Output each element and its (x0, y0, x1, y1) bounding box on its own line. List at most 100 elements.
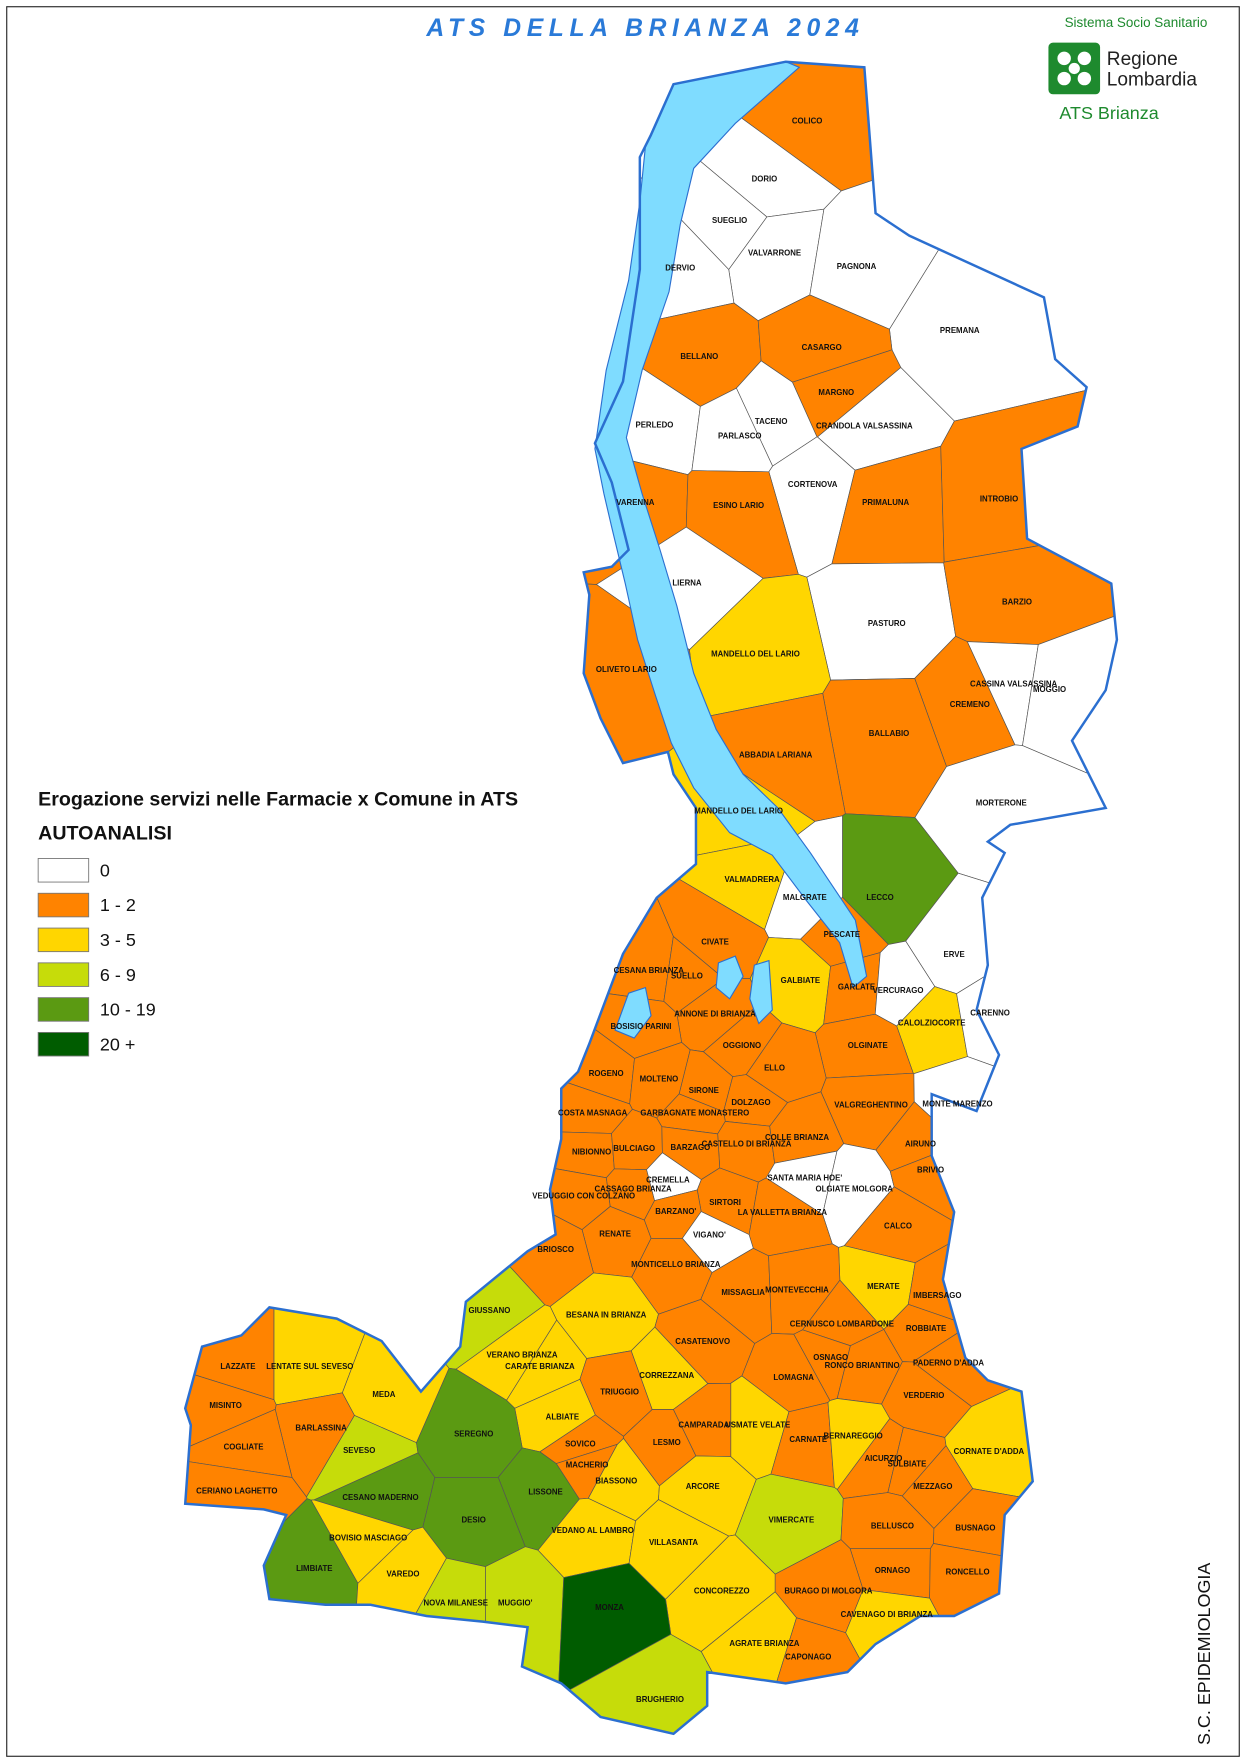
logo-cross (1057, 51, 1092, 86)
municipality-label: CRANDOLA VALSASSINA (816, 422, 913, 431)
municipality-label: BESANA IN BRIANZA (566, 1310, 647, 1319)
municipality-label: LENTATE SUL SEVESO (266, 1362, 353, 1371)
municipality-label: ROGENO (589, 1069, 624, 1078)
municipality-label: BARLASSINA (295, 1424, 347, 1433)
municipality-label: SANTA MARIA HOE' (767, 1173, 842, 1182)
lake (614, 986, 652, 1039)
municipality-label: VIMERCATE (769, 1516, 815, 1525)
municipality-label: DERVIO (665, 263, 695, 272)
municipality-label: ORNAGO (875, 1566, 910, 1575)
municipality-label: ESINO LARIO (713, 501, 764, 510)
municipality-label: MANDELLO DEL LARIO (711, 649, 800, 658)
municipality-label: PERLEDO (635, 420, 673, 429)
municipality-label: MORTERONE (976, 799, 1027, 808)
municipality-label: PAGNONA (837, 262, 877, 271)
municipality-label: MONTE MARENZO (922, 1099, 992, 1108)
logo-line1: Regione (1107, 49, 1178, 70)
legend-swatch (37, 858, 90, 883)
municipality-label: CAPONAGO (785, 1653, 831, 1662)
municipality-label: VERDERIO (903, 1391, 944, 1400)
municipality-label: CALOLZIOCORTE (898, 1019, 966, 1028)
logo: Sistema Socio Sanitario Regione Lombardi… (1048, 15, 1207, 123)
municipality-label: PRIMALUNA (862, 498, 909, 507)
municipality-label: BRIVIO (917, 1166, 944, 1175)
map-title: ATS DELLA BRIANZA 2024 (425, 15, 864, 42)
municipality-label: VERANO BRIANZA (486, 1351, 557, 1360)
municipality-label: CASSINA VALSASSINA (970, 680, 1058, 689)
municipality-label: OGGIONO (723, 1041, 761, 1050)
municipality-label: CASARGO (802, 343, 842, 352)
municipality-label: BOSISIO PARINI (611, 1022, 672, 1031)
municipality-label: GARBAGNATE MONASTERO (640, 1108, 749, 1117)
logo-line2: Lombardia (1107, 69, 1198, 90)
municipality-label: AICURZIO (864, 1454, 902, 1463)
municipality-label: CESANA BRIANZA (614, 966, 685, 975)
municipality-label: LA VALLETTA BRIANZA (738, 1208, 828, 1217)
municipality-label: CONCOREZZO (694, 1586, 750, 1595)
municipality-label: MACHERIO (566, 1461, 609, 1470)
municipality-label: NOVA MILANESE (423, 1599, 488, 1608)
municipality-label: CERIANO LAGHETTO (196, 1487, 277, 1496)
legend-label: 20 + (100, 1034, 135, 1054)
municipality-label: MISINTO (209, 1401, 242, 1410)
municipality-label: ABBADIA LARIANA (739, 750, 813, 759)
municipality-label: MONTICELLO BRIANZA (631, 1260, 721, 1269)
municipality-label: OLGINATE (848, 1041, 888, 1050)
territory-outline (183, 60, 1119, 1736)
municipality-label: OLIVETO LARIO (596, 665, 657, 674)
municipality-label: MONZA (595, 1603, 624, 1612)
municipality-label: SUEGLIO (712, 216, 747, 225)
legend: Erogazione servizi nelle Farmacie x Comu… (37, 789, 518, 1057)
municipality-label: COGLIATE (224, 1443, 264, 1452)
legend-swatch (37, 962, 90, 987)
municipality-label: ARCORE (686, 1482, 720, 1491)
municipality-label: BULCIAGO (613, 1144, 655, 1153)
municipality-label: MEDA (372, 1390, 395, 1399)
municipality-label: AIRUNO (905, 1140, 936, 1149)
municipality-label: LECCO (866, 893, 893, 902)
municipality-label: COLICO (792, 116, 823, 125)
legend-label: 10 - 19 (100, 1000, 156, 1020)
municipality-label: ALBIATE (546, 1412, 579, 1421)
municipality-label: CREMELLA (646, 1176, 690, 1185)
municipality-label: VEDANO AL LAMBRO (552, 1526, 634, 1535)
municipality-label: MONTEVECCHIA (765, 1286, 829, 1295)
municipality-label: BARZANO' (655, 1207, 696, 1216)
legend-title: Erogazione servizi nelle Farmacie x Comu… (38, 789, 518, 811)
municipality-label: DOLZAGO (731, 1098, 770, 1107)
municipality-label: CAMPARADA (678, 1420, 729, 1429)
legend-label: 1 - 2 (100, 895, 136, 915)
municipality-label: PARLASCO (718, 432, 761, 441)
legend-label: 3 - 5 (100, 930, 136, 950)
municipality-label: PASTURO (868, 619, 906, 628)
municipality-label: TACENO (755, 417, 788, 426)
municipality-label: SIRTORI (709, 1198, 741, 1207)
municipality-label: MOGGIO (1033, 685, 1066, 694)
legend-swatch (37, 892, 90, 918)
municipality-label: AGRATE BRIANZA (729, 1639, 799, 1648)
legend-swatch (37, 1031, 90, 1057)
legend-subtitle: AUTOANALISI (38, 822, 172, 844)
footer-credit: S.C. EPIDEMIOLOGIA (1194, 1563, 1214, 1745)
municipality-label: CASTELLO DI BRIANZA (702, 1140, 792, 1149)
municipality-label: OSNAGO (813, 1353, 848, 1362)
municipality-label: MUGGIO' (498, 1599, 533, 1608)
municipality-label: CESANO MADERNO (342, 1493, 418, 1502)
municipality-label: VALMADRERA (724, 875, 780, 884)
municipality-label: SUELLO (671, 971, 703, 980)
municipality-label: CORTENOVA (788, 480, 838, 489)
municipality-label: LOMAGNA (773, 1373, 814, 1382)
municipality-label: BRIOSCO (537, 1245, 574, 1254)
municipality-label: LAZZATE (220, 1362, 255, 1371)
municipality-label: BURAGO DI MOLGORA (784, 1586, 872, 1595)
lake (749, 959, 773, 1025)
municipality-label: MALGRATE (783, 893, 827, 902)
municipality-label: LIMBIATE (296, 1564, 332, 1573)
municipality-label: OLGIATE MOLGORA (816, 1185, 894, 1194)
municipality-label: PESCATE (824, 930, 860, 939)
municipality-label: BOVISIO MASCIAGO (329, 1534, 407, 1543)
municipality-label: MERATE (867, 1282, 900, 1291)
legend-label: 0 (100, 860, 110, 880)
